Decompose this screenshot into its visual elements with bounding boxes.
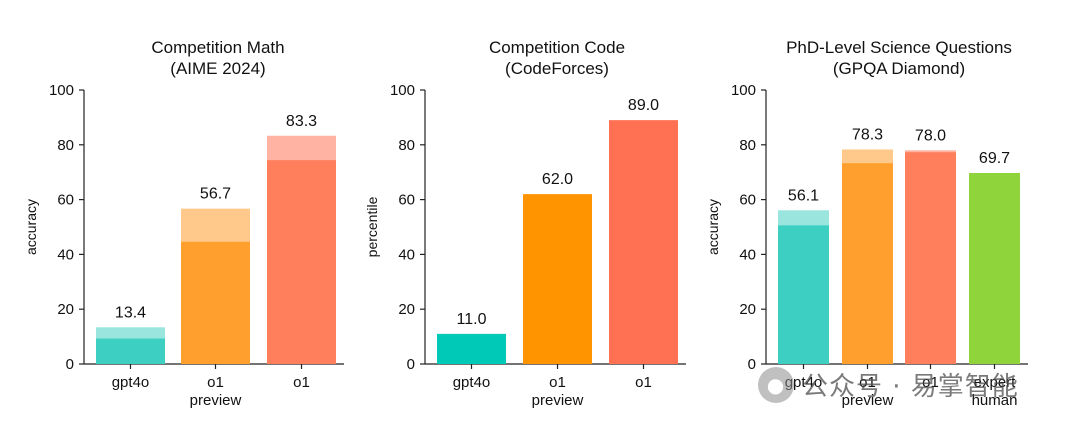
data-label: 89.0 bbox=[628, 97, 659, 114]
x-tick-label: o1 bbox=[293, 374, 310, 391]
data-label: 62.0 bbox=[542, 171, 573, 188]
y-tick-label: 0 bbox=[407, 356, 415, 373]
y-axis-label: accuracy bbox=[705, 199, 721, 255]
y-tick-label: 20 bbox=[57, 301, 74, 318]
x-tick-label: o1 bbox=[922, 374, 939, 391]
y-tick-label: 40 bbox=[739, 246, 756, 263]
y-tick-label: 100 bbox=[731, 82, 756, 99]
y-tick-label: 80 bbox=[739, 137, 756, 154]
y-tick-label: 0 bbox=[748, 356, 756, 373]
y-tick-label: 60 bbox=[398, 192, 415, 209]
bar-solid bbox=[437, 333, 506, 364]
chart-subtitle: (AIME 2024) bbox=[170, 59, 265, 78]
bar-solid bbox=[842, 163, 893, 364]
bar-solid bbox=[523, 194, 592, 364]
data-label: 83.3 bbox=[286, 113, 317, 130]
x-tick-label: o1 bbox=[859, 374, 876, 391]
data-label: 78.3 bbox=[852, 126, 883, 143]
y-tick-label: 60 bbox=[57, 192, 74, 209]
x-tick-label: o1 bbox=[635, 374, 652, 391]
data-label: 13.4 bbox=[115, 304, 146, 321]
bar-solid bbox=[905, 152, 956, 364]
data-label: 78.0 bbox=[915, 127, 946, 144]
y-tick-label: 80 bbox=[398, 137, 415, 154]
y-axis-label: accuracy bbox=[23, 199, 39, 255]
y-tick-label: 100 bbox=[49, 82, 74, 99]
x-tick-label: gpt4o bbox=[785, 374, 823, 391]
chart-subtitle: (GPQA Diamond) bbox=[833, 59, 965, 78]
x-tick-label: preview bbox=[532, 392, 584, 409]
data-label: 11.0 bbox=[457, 311, 487, 328]
bar-solid bbox=[969, 173, 1020, 364]
x-tick-label: gpt4o bbox=[453, 374, 491, 391]
data-label: 69.7 bbox=[979, 150, 1010, 167]
chart-title: Competition Code bbox=[489, 38, 625, 57]
x-tick-label: gpt4o bbox=[112, 374, 150, 391]
chart-title: Competition Math bbox=[151, 38, 284, 57]
chart-title: PhD-Level Science Questions bbox=[786, 38, 1012, 57]
y-tick-label: 80 bbox=[57, 137, 74, 154]
bar-solid bbox=[181, 241, 250, 364]
data-label: 56.7 bbox=[200, 186, 231, 203]
y-tick-label: 100 bbox=[390, 82, 415, 99]
x-tick-label: preview bbox=[842, 392, 894, 409]
y-tick-label: 20 bbox=[398, 301, 415, 318]
y-tick-label: 20 bbox=[739, 301, 756, 318]
x-tick-label: o1 bbox=[207, 374, 224, 391]
y-tick-label: 60 bbox=[739, 192, 756, 209]
y-tick-label: 40 bbox=[398, 246, 415, 263]
x-tick-label: preview bbox=[190, 392, 242, 409]
data-label: 56.1 bbox=[788, 187, 819, 204]
bar-solid bbox=[609, 120, 678, 364]
x-tick-label: expert bbox=[974, 374, 1017, 391]
bar-solid bbox=[778, 225, 829, 364]
y-tick-label: 40 bbox=[57, 246, 74, 263]
x-tick-label: o1 bbox=[549, 374, 566, 391]
y-axis-label: percentile bbox=[364, 196, 380, 257]
chart-subtitle: (CodeForces) bbox=[505, 59, 609, 78]
y-tick-label: 0 bbox=[66, 356, 74, 373]
bar-solid bbox=[96, 338, 165, 364]
x-tick-label: human bbox=[972, 392, 1018, 409]
bar-solid bbox=[267, 160, 336, 364]
